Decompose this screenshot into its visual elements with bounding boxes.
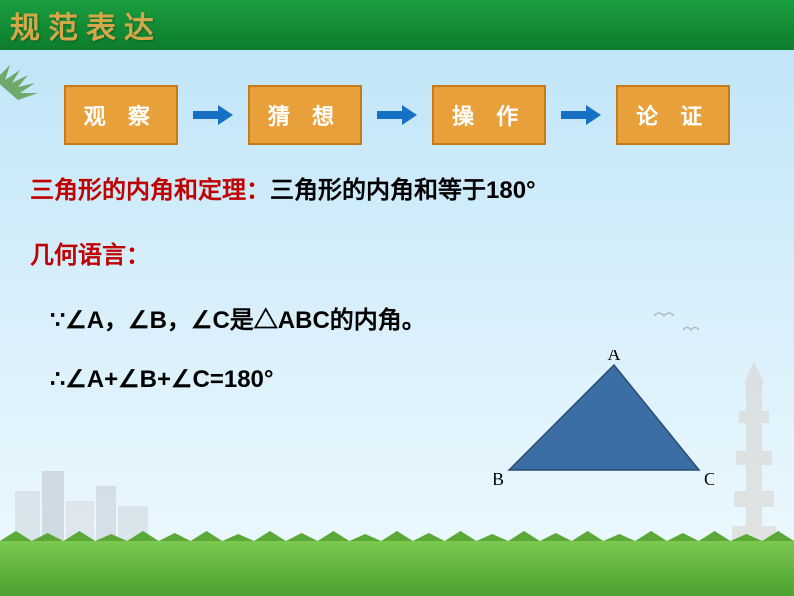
grass-bottom bbox=[0, 541, 794, 596]
svg-text:B: B bbox=[494, 469, 504, 489]
step-operate: 操 作 bbox=[432, 85, 546, 145]
bird-icon bbox=[683, 325, 699, 335]
theorem-line: 三角形的内角和定理：三角形的内角和等于180° bbox=[30, 170, 764, 205]
arrow-icon bbox=[377, 105, 417, 125]
step-observe: 观 察 bbox=[64, 85, 178, 145]
buildings-decoration bbox=[10, 461, 170, 541]
theorem-text: 三角形的内角和等于180° bbox=[270, 177, 536, 204]
bird-icon bbox=[654, 310, 674, 322]
step-prove: 论 证 bbox=[616, 85, 730, 145]
arrow-icon bbox=[561, 105, 601, 125]
geom-language-label: 几何语言： bbox=[30, 235, 764, 270]
leaf-decoration bbox=[0, 55, 50, 105]
steps-row: 观 察 猜 想 操 作 论 证 bbox=[0, 85, 794, 145]
tower-decoration bbox=[724, 361, 784, 541]
svg-text:C: C bbox=[704, 469, 714, 489]
theorem-label: 三角形的内角和定理： bbox=[30, 177, 270, 204]
arrow-icon bbox=[193, 105, 233, 125]
step-guess: 猜 想 bbox=[248, 85, 362, 145]
header-bar: 规范表达 bbox=[0, 0, 794, 50]
triangle-diagram: A B C bbox=[494, 350, 714, 495]
svg-text:A: A bbox=[608, 350, 621, 364]
page-title: 规范表达 bbox=[10, 3, 162, 47]
